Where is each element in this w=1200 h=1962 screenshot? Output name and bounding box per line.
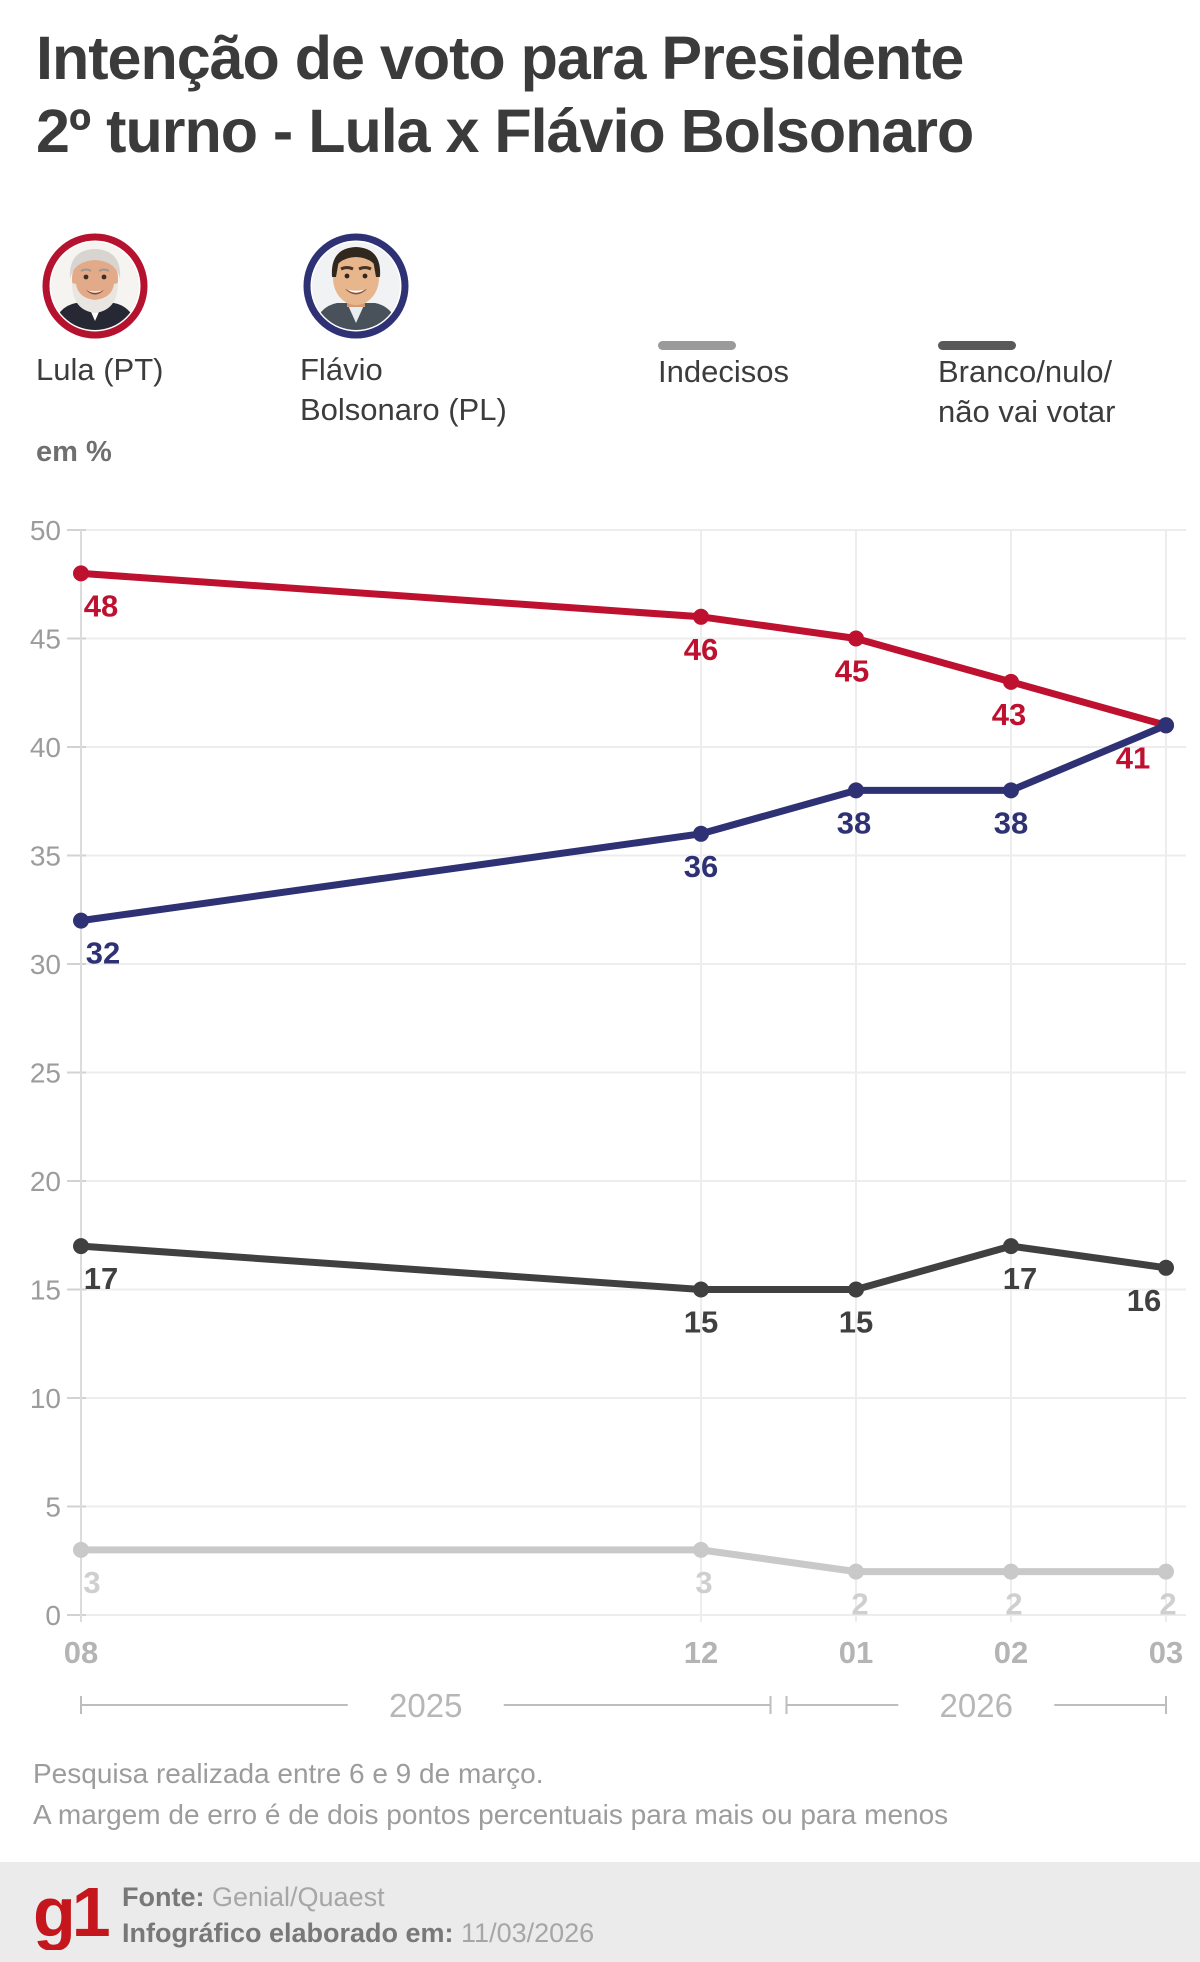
svg-text:5: 5 [45,1492,61,1523]
legend-label-branco-2: não vai votar [938,394,1116,429]
branco-swatch [938,338,1016,356]
page-title: Intenção de voto para Presidente 2º turn… [36,22,1176,168]
svg-text:15: 15 [30,1275,61,1306]
svg-text:35: 35 [30,841,61,872]
svg-text:12: 12 [684,1635,718,1670]
lula-avatar [42,233,148,344]
footer-infographic-date: Infográfico elaborado em: 11/03/2026 [122,1920,594,1947]
svg-text:02: 02 [994,1635,1028,1670]
title-line-1: Intenção de voto para Presidente [36,24,964,92]
svg-text:50: 50 [30,515,61,546]
lula-avatar-icon [42,233,148,339]
branco-line-icon [938,341,1016,350]
svg-text:01: 01 [839,1635,873,1670]
svg-text:48: 48 [84,588,118,623]
svg-text:41: 41 [1116,740,1150,775]
svg-text:16: 16 [1127,1283,1161,1318]
lula-ring [42,233,148,339]
svg-text:36: 36 [684,849,718,884]
svg-text:3: 3 [695,1565,712,1600]
svg-text:38: 38 [994,805,1028,840]
svg-text:15: 15 [684,1305,718,1340]
indecisos-swatch [658,338,736,356]
svg-text:40: 40 [30,732,61,763]
footer-date-label: Infográfico elaborado em: [122,1918,454,1948]
footer-date-value: 11/03/2026 [453,1918,595,1948]
svg-text:17: 17 [1003,1261,1037,1296]
footer-source: Fonte: Genial/Quaest [122,1884,385,1911]
svg-text:2025: 2025 [389,1687,462,1724]
g1-logo-icon: g1 [33,1873,113,1951]
legend-label-lula: Lula (PT) [36,352,164,387]
g1-logo: g1 [33,1873,123,1955]
svg-text:15: 15 [839,1305,873,1340]
svg-text:46: 46 [684,632,718,667]
svg-text:2: 2 [1005,1587,1022,1622]
legend-item-lula: Lula (PT) [36,350,163,390]
svg-text:25: 25 [30,1058,61,1089]
footer-band [0,1862,1200,1962]
indecisos-line-icon [658,341,736,350]
svg-text:0: 0 [45,1600,61,1631]
svg-text:32: 32 [86,936,120,971]
svg-text:17: 17 [84,1261,118,1296]
svg-text:10: 10 [30,1383,61,1414]
svg-text:3: 3 [83,1565,100,1600]
footer-source-value: Genial/Quaest [204,1882,385,1912]
flavio-avatar [303,233,409,344]
legend-label-branco-1: Branco/nulo/ [938,354,1113,389]
svg-text:20: 20 [30,1166,61,1197]
svg-text:45: 45 [835,654,869,689]
legend-label-indecisos: Indecisos [658,354,789,389]
svg-text:g1: g1 [33,1878,109,1950]
legend-item-branco: Branco/nulo/ não vai votar [938,352,1116,432]
footer-source-label: Fonte: [122,1882,205,1912]
footnote-line-1: Pesquisa realizada entre 6 e 9 de março. [33,1758,544,1789]
legend-label-flavio-1: Flávio [300,352,383,387]
svg-text:45: 45 [30,624,61,655]
svg-text:30: 30 [30,949,61,980]
legend-item-indecisos: Indecisos [658,352,789,392]
svg-text:03: 03 [1149,1635,1183,1670]
title-line-2: 2º turno - Lula x Flávio Bolsonaro [36,97,974,165]
svg-text:2026: 2026 [940,1687,1013,1724]
legend-label-flavio-2: Bolsonaro (PL) [300,392,507,427]
legend-item-flavio: Flávio Bolsonaro (PL) [300,350,507,430]
svg-text:08: 08 [64,1635,98,1670]
flavio-avatar-icon [303,233,409,339]
flavio-ring [303,233,409,339]
svg-text:2: 2 [851,1587,868,1622]
svg-text:43: 43 [992,697,1026,732]
unit-label: em % [36,436,112,468]
svg-text:38: 38 [837,805,871,840]
footnote-line-2: A margem de erro é de dois pontos percen… [33,1799,949,1830]
svg-text:2: 2 [1159,1587,1176,1622]
